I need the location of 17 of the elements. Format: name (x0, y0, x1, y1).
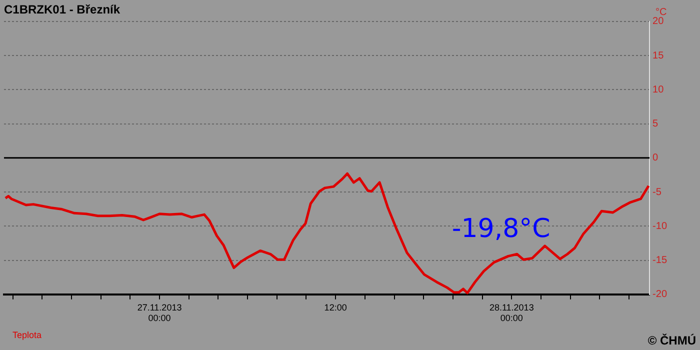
annotation: -19,8°C (452, 214, 550, 244)
y-tick-label: -10 (652, 220, 668, 232)
y-tick-label: -5 (652, 186, 662, 198)
x-tick-label: 12:00 (324, 302, 347, 312)
text: © ČHMÚ (648, 333, 696, 348)
y-tick-label: 20 (652, 16, 664, 28)
x-tick-label: 28.11.2013 00:00 (489, 302, 534, 324)
text: Teplota (12, 330, 42, 340)
y-tick-label: 5 (652, 118, 659, 130)
y-tick-label: -15 (652, 255, 668, 266)
y-axis-title: °C (656, 7, 667, 18)
y-tick-label: -20 (652, 289, 668, 300)
y-tick-label: 0 (652, 152, 659, 164)
y-tick-label: 10 (652, 84, 664, 96)
y-tick-label: 15 (652, 50, 664, 62)
x-tick-label: 27.11.2013 00:00 (137, 302, 182, 324)
chart-title: C1BRZK01 - Březník (4, 2, 120, 17)
